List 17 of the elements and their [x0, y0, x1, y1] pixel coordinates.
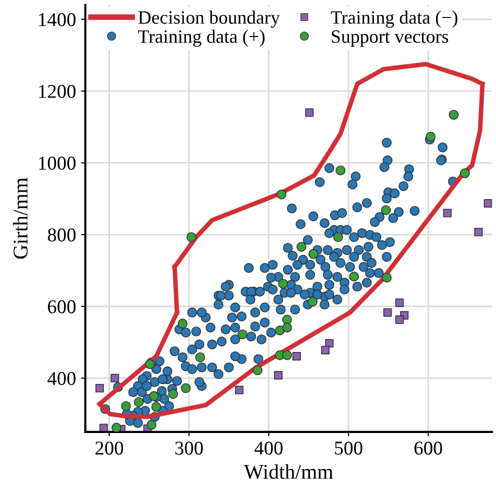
- legend-label: Training data (+): [138, 30, 265, 47]
- x-tick-label: 500: [335, 442, 362, 455]
- x-tick-label: 400: [254, 442, 283, 455]
- y-tick-label: 600: [48, 300, 76, 314]
- x-tick-label: 200: [96, 442, 124, 455]
- legend-label: Decision boundary: [138, 10, 280, 28]
- y-tick-label: 1200: [39, 84, 76, 98]
- legend-label: Training data (−): [330, 10, 458, 28]
- y-tick-label: 1400: [39, 13, 76, 26]
- x-axis-title: Width/mm: [244, 464, 334, 479]
- x-tick-label: 600: [414, 442, 442, 455]
- y-tick-label: 1000: [39, 156, 76, 170]
- y-axis-title: Girth/mm: [12, 178, 28, 259]
- legend-label: Support vectors: [332, 30, 448, 47]
- y-tick-label: 400: [47, 372, 76, 386]
- x-tick-label: 300: [175, 442, 203, 455]
- y-tick-label: 800: [48, 228, 76, 242]
